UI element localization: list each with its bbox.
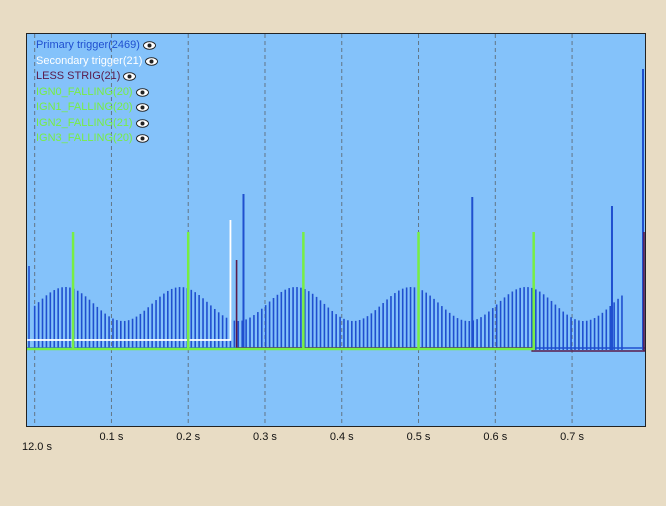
legend: Primary trigger(2469) Secondary trigger(2… [36,38,159,147]
eye-icon[interactable] [135,134,149,143]
legend-item[interactable]: Secondary trigger(21) [36,54,159,70]
legend-label: IGN1_FALLING(20) [36,101,133,113]
eye-icon[interactable] [145,57,159,66]
eye-icon[interactable] [123,72,137,81]
legend-item[interactable]: LESS STRIG(21) [36,69,158,85]
x-tick-label: 0.6 s [483,431,508,443]
legend-label: IGN0_FALLING(20) [36,85,133,98]
legend-label: LESS STRIG(21) [36,70,121,82]
x-tick-label: 0.7 s [560,431,584,443]
eye-icon[interactable] [135,88,149,97]
eye-icon[interactable] [135,119,149,128]
x-tick-label: 0.1 s [99,431,124,443]
legend-item[interactable]: IGN0_FALLING(20) [36,85,158,101]
legend-item[interactable]: Primary trigger(2469) [36,38,158,54]
legend-item[interactable]: IGN1_FALLING(20) [36,100,158,116]
legend-item[interactable]: IGN2_FALLING(21) [36,116,158,132]
legend-label: Secondary trigger(21) [36,54,143,67]
plot-area[interactable] [26,33,646,427]
chart-svg [27,34,645,426]
less-strig-line [235,260,645,352]
legend-item[interactable]: IGN3_FALLING(20) [36,131,158,147]
legend-label: IGN2_FALLING(21) [36,116,133,129]
eye-icon[interactable] [142,41,156,50]
legend-label: IGN3_FALLING(20) [36,132,133,144]
secondary-trigger-line [27,220,232,341]
x-tick-label: 0.4 s [329,431,354,443]
x-tick-label: 0.3 s [253,431,277,443]
x-tick-label: 0.2 s [176,431,201,443]
eye-icon[interactable] [135,103,149,112]
x-origin-label: 12.0 s [22,441,52,453]
x-tick-label: 0.5 s [406,431,431,443]
legend-label: Primary trigger(2469) [36,39,140,51]
